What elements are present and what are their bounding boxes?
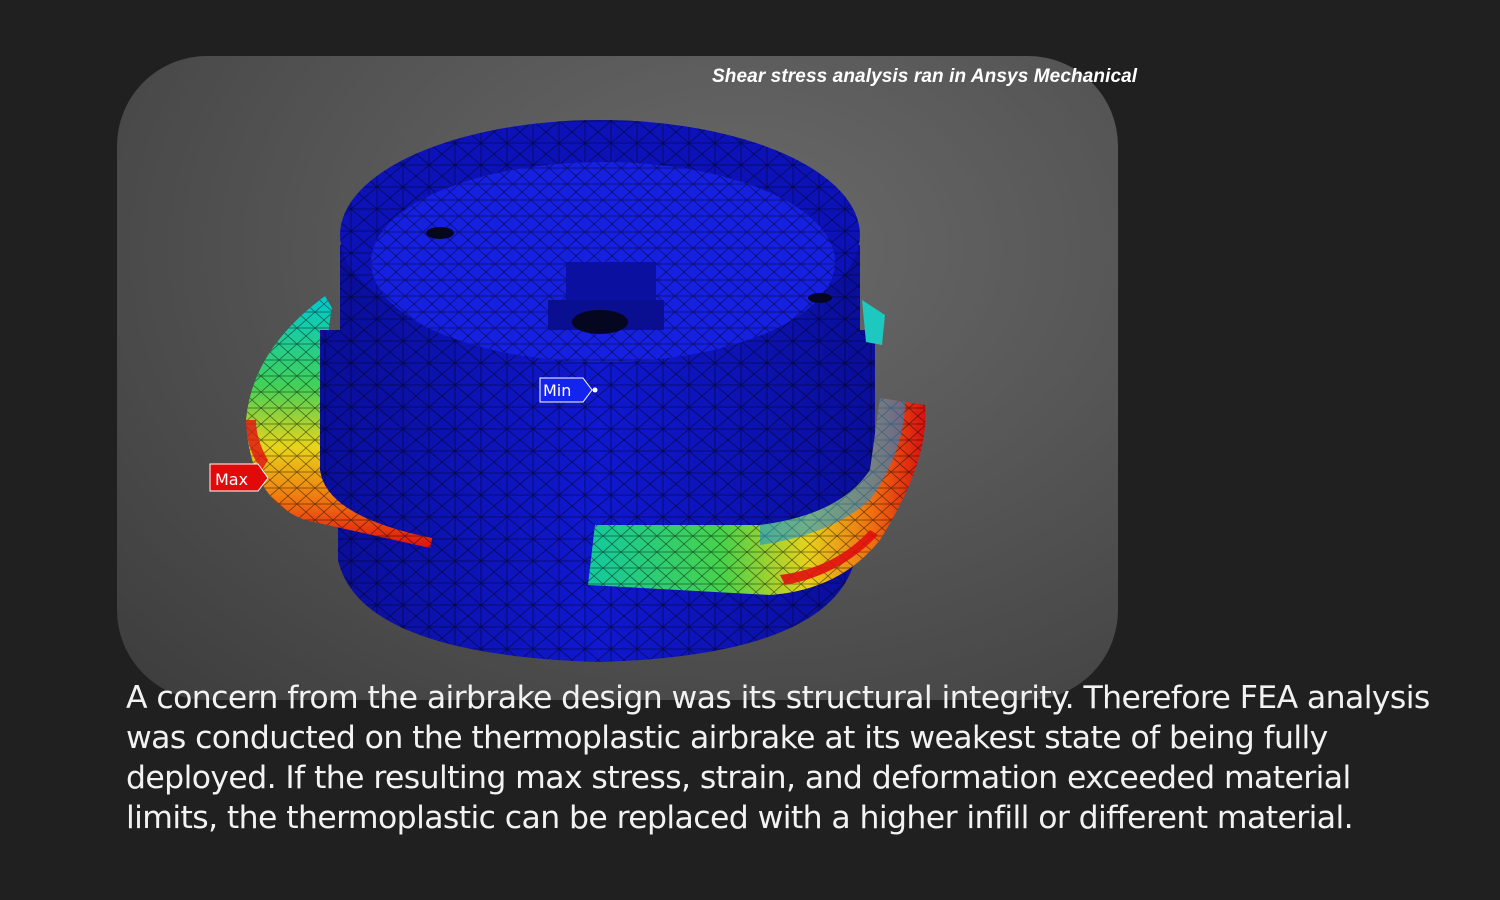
min-label: Min [543, 381, 571, 400]
description-paragraph: A concern from the airbrake design was i… [126, 680, 1430, 836]
figure-caption: Shear stress analysis ran in Ansys Mecha… [712, 66, 1138, 87]
max-label: Max [215, 470, 248, 489]
right-brake-arm [588, 300, 926, 595]
upper-cylinder [340, 120, 860, 462]
max-marker: Max [209, 463, 269, 492]
min-marker: Min [539, 377, 598, 403]
